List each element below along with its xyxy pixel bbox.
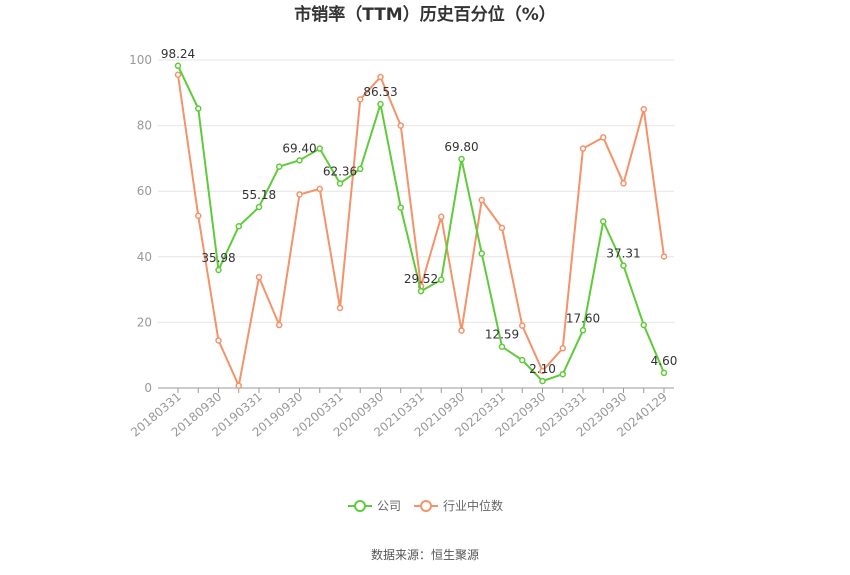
data-point [660,253,668,260]
data-point [174,71,182,79]
data-point [276,163,283,170]
data-point [357,165,364,173]
data-point [498,224,506,232]
data-point [235,382,242,389]
data-point [296,191,303,198]
data-point [539,367,546,375]
legend-company-marker [354,500,366,512]
y-tick-label: 80 [137,119,152,133]
data-point [458,155,465,163]
data-point [640,105,647,113]
data-point [519,356,526,364]
source-text: 数据来源：恒生聚源 [371,547,479,562]
data-label: 62.36 [323,164,357,178]
data-point [316,185,323,193]
data-point [195,212,202,220]
data-point [539,377,546,385]
data-point [357,96,364,103]
data-point [397,122,404,129]
data-point [336,304,344,312]
data-point [438,213,445,221]
data-label: 29.52 [404,272,438,286]
data-label: 69.80 [444,140,478,154]
data-point [195,105,202,112]
data-point [215,266,222,274]
y-tick-label: 0 [144,381,152,395]
data-point [215,337,222,344]
data-point [377,73,384,81]
series-company [174,62,668,385]
legend-industry-label: 行业中位数 [443,498,503,513]
data-point [235,223,242,230]
data-label: 86.53 [363,85,397,99]
legend-item-industry[interactable]: 行业中位数 [414,498,503,513]
data-point [336,180,344,187]
data-label: 69.40 [282,141,316,155]
data-point [478,250,485,257]
data-point [579,327,587,334]
data-labels: 98.24 35.98 55.18 69.40 62.36 86.53 29.52 69.80… [161,47,678,376]
data-label: 2.10 [529,362,556,376]
y-tick-label: 100 [129,53,152,67]
data-point [255,273,263,281]
series-line [177,74,665,390]
data-point [519,322,526,329]
chart-title: 市销率（TTM）历史百分位（%） [294,4,556,25]
data-point [296,157,303,164]
series-layer [174,62,668,390]
data-point [498,343,506,350]
data-point [600,134,607,141]
legend-item-company[interactable]: 公司 [348,499,401,513]
data-label: 55.18 [242,188,276,202]
data-point [377,100,384,108]
legend-company-label: 公司 [377,499,401,513]
y-tick-label: 60 [137,184,152,198]
data-label: 12.59 [485,328,519,342]
data-label: 17.60 [566,311,600,325]
x-axis: 2018033120180930201903312019093020200331… [128,387,674,440]
data-point [559,370,566,378]
data-point [316,145,323,152]
data-label: 35.98 [201,251,235,265]
grid-lines [158,59,674,389]
data-point [478,196,485,204]
data-label: 4.60 [651,354,678,368]
data-point [620,180,627,187]
data-point [620,262,627,269]
data-point [276,321,283,329]
y-tick-label: 20 [137,315,152,329]
legend-industry-marker [420,500,432,512]
y-axis: 0 20 40 60 80 100 [129,53,152,395]
data-point [579,145,587,152]
data-label: 98.24 [161,47,195,61]
data-point [174,62,182,70]
data-point [255,203,263,211]
data-point [417,287,425,295]
data-point [660,369,668,377]
data-point [600,218,607,225]
data-point [438,276,445,284]
data-point [640,321,647,329]
data-label: 37.31 [606,247,640,261]
data-point [559,345,566,352]
data-point [397,204,404,211]
data-point [458,327,465,334]
series-line [177,65,665,383]
legend[interactable]: 公司 行业中位数 [348,498,503,513]
y-tick-label: 40 [137,250,152,264]
series-industry [174,71,668,390]
